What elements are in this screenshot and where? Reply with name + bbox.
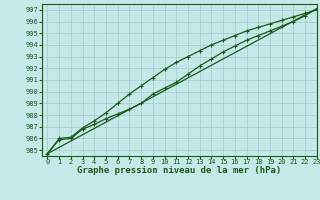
X-axis label: Graphe pression niveau de la mer (hPa): Graphe pression niveau de la mer (hPa)	[77, 166, 281, 175]
